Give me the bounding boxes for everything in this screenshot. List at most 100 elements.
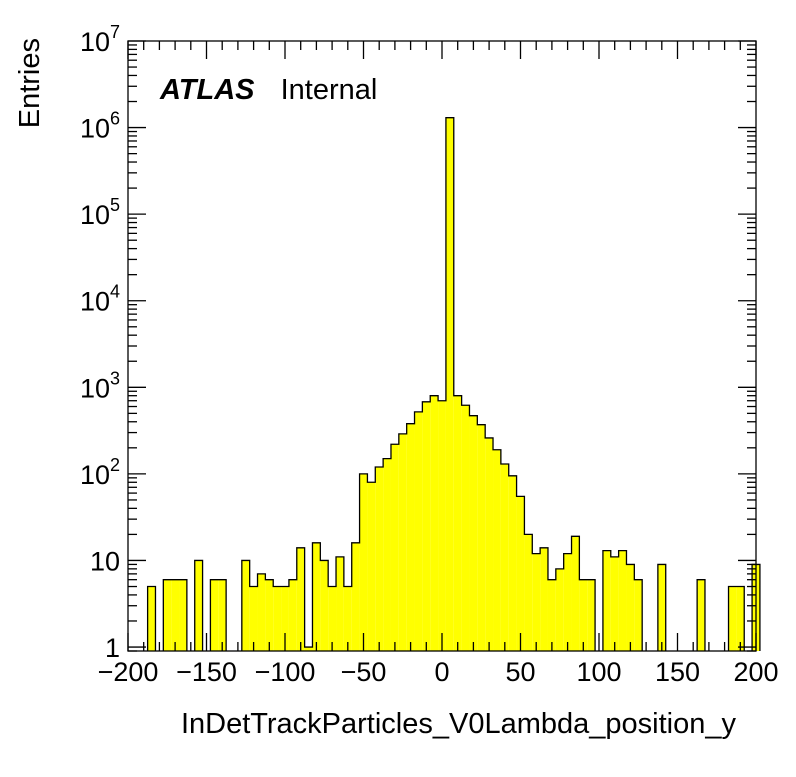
y-tick-exponent: 6 [110, 109, 120, 129]
histogram-bar [697, 579, 705, 651]
histogram-bar [626, 564, 635, 651]
y-tick-exponent: 5 [110, 195, 120, 215]
x-tick-labels: −200 −150 −100 −50 0 50 100 150 200 [98, 657, 779, 687]
histogram-outline [146, 117, 761, 651]
y-tick-base: 10 [80, 373, 110, 403]
y-tick-label: 103 [80, 368, 120, 403]
y-tick-base: 1 [105, 633, 120, 663]
histogram-bar [398, 433, 407, 651]
y-tick-label: 102 [80, 455, 120, 490]
histogram-bar [634, 579, 643, 651]
histogram-bar [288, 579, 297, 651]
histogram-bar [296, 547, 305, 651]
histogram-bar [390, 444, 399, 651]
histogram-bar [273, 586, 282, 651]
y-tick-base: 10 [80, 200, 110, 230]
histogram-bar [555, 568, 564, 651]
histogram-bar [210, 579, 219, 651]
x-tick-label: −100 [255, 657, 316, 687]
y-tick-label: 104 [80, 282, 120, 317]
histogram-bar [406, 423, 415, 651]
y-tick-exponent: 2 [110, 455, 120, 475]
y-tick-label: 10 [90, 546, 120, 576]
histogram-bar [147, 586, 156, 651]
histogram-bar [453, 395, 462, 651]
y-tick-label: 1 [105, 633, 120, 663]
histogram-bar [249, 586, 258, 651]
y-tick-exponent: 3 [110, 368, 120, 388]
histogram-bar [736, 586, 745, 651]
histogram-bar [336, 556, 344, 651]
y-tick-base: 10 [80, 27, 110, 57]
histogram-bar [445, 117, 454, 652]
x-tick-label: 150 [655, 657, 700, 687]
histogram-bar [728, 586, 737, 651]
histogram-bar [493, 449, 501, 651]
histogram-bar [422, 401, 431, 651]
atlas-label: ATLAS Internal [159, 74, 377, 106]
histogram-bar [602, 550, 611, 651]
x-axis-title: InDetTrackParticles_V0Lambda_position_y [181, 708, 737, 740]
histogram-bar [477, 424, 486, 651]
histogram-bar [516, 496, 525, 651]
histogram-bar [241, 560, 250, 651]
histogram-bar [312, 542, 321, 651]
histogram-bar [438, 400, 446, 651]
x-tick-label: 200 [733, 657, 778, 687]
y-tick-label: 107 [80, 22, 120, 57]
histogram-bar [618, 550, 627, 651]
histogram-bar [281, 586, 289, 651]
x-tick-label: 50 [505, 657, 535, 687]
histogram-bar [430, 395, 439, 651]
y-axis-title: Entries [14, 38, 46, 128]
histogram-bars [147, 117, 760, 652]
x-tick-label: 100 [576, 657, 621, 687]
histogram-bar [320, 560, 329, 651]
histogram-bar [383, 458, 391, 651]
histogram-bar [540, 547, 548, 651]
atlas-label-bold: ATLAS [159, 74, 255, 106]
histogram-bar [194, 560, 203, 651]
x-tick-label: 0 [434, 657, 449, 687]
histogram-bar [579, 579, 588, 651]
histogram-bar [328, 586, 337, 651]
histogram-bar [367, 482, 376, 651]
histogram-bar [500, 464, 509, 651]
histogram-bar [532, 553, 541, 651]
histogram-bar [587, 579, 596, 651]
histogram-bar [304, 647, 313, 651]
x-tick-label: −50 [341, 657, 387, 687]
histogram-bar [343, 586, 352, 651]
axis-ticks [127, 40, 757, 652]
y-tick-base: 10 [80, 287, 110, 317]
histogram-bar [359, 473, 368, 651]
histogram-bar [265, 579, 274, 651]
histogram-bar [171, 579, 180, 651]
histogram-bar [351, 542, 360, 651]
y-tick-exponent: 4 [110, 282, 120, 302]
histogram-bar [610, 556, 619, 651]
y-tick-exponent: 7 [110, 22, 120, 42]
histogram-bar [414, 411, 423, 651]
x-tick-label: −150 [176, 657, 237, 687]
x-tick-label: −200 [98, 657, 159, 687]
histogram-bar [485, 437, 494, 651]
histogram-bar [563, 553, 572, 651]
histogram-bar [571, 536, 580, 651]
histogram-bar [257, 573, 266, 651]
histogram-bar [179, 579, 187, 651]
histogram-bar [469, 415, 478, 651]
histogram-bar [508, 475, 517, 651]
histogram-bar [547, 579, 556, 651]
y-tick-label: 106 [80, 109, 120, 144]
atlas-label-internal: Internal [281, 74, 378, 106]
y-tick-base: 10 [90, 546, 120, 576]
y-tick-label: 105 [80, 195, 120, 230]
histogram-bar [524, 534, 533, 651]
histogram-bar [461, 405, 470, 651]
histogram-bar [375, 467, 384, 651]
histogram-bar [218, 579, 227, 651]
